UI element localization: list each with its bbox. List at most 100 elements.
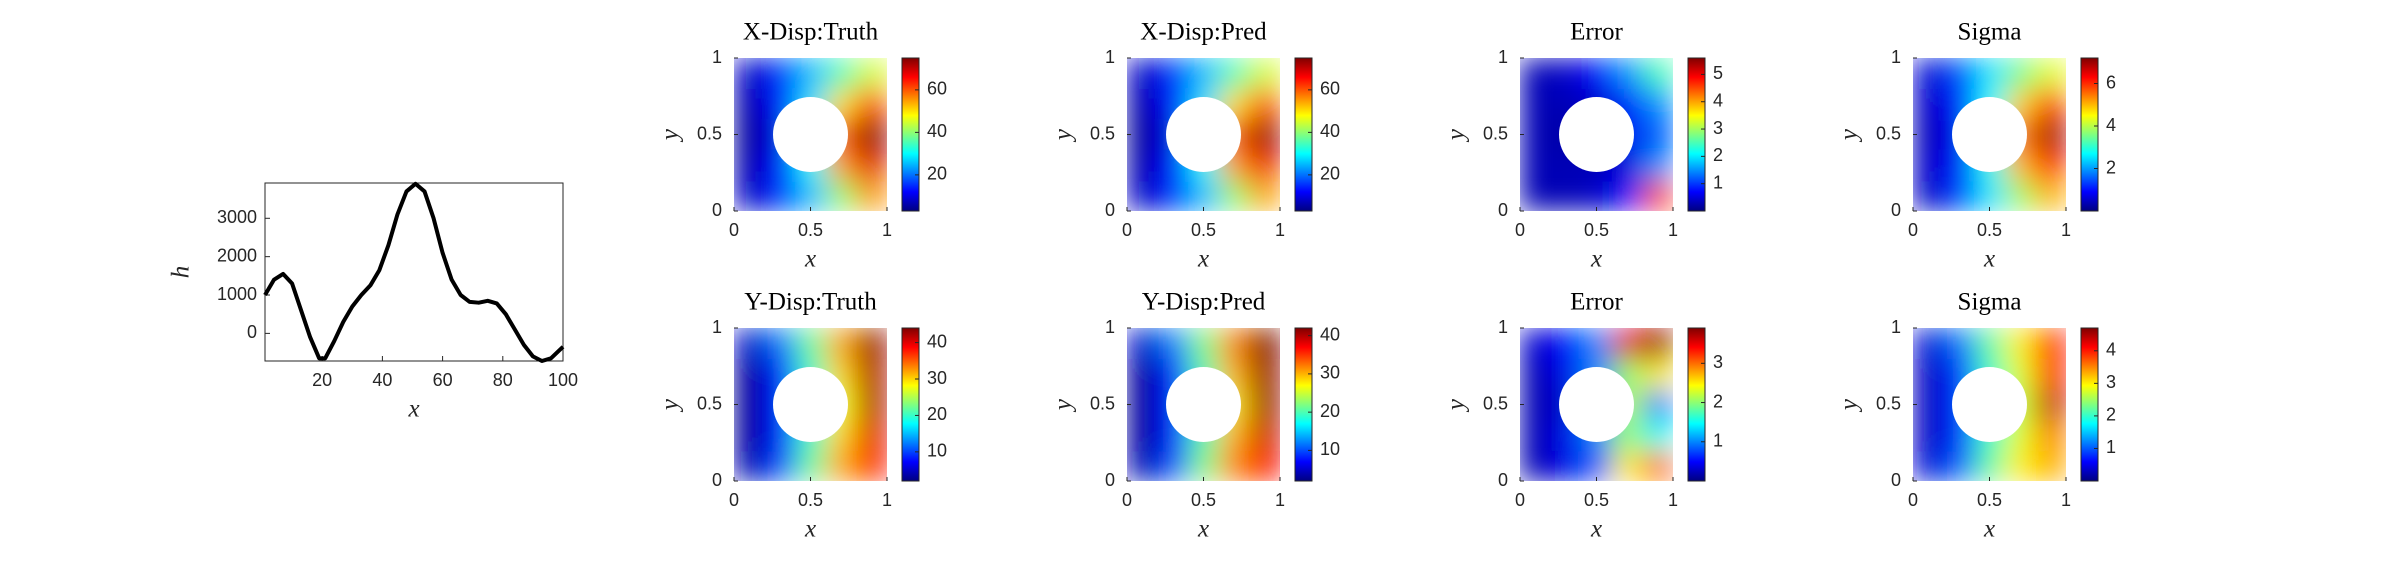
heatmap-cells <box>1520 328 1673 481</box>
heatmap-cell <box>2035 328 2066 360</box>
heatmap-cell <box>1127 180 1159 211</box>
colorbar-tick-label: 40 <box>927 331 947 351</box>
title: Error <box>1570 19 1623 46</box>
heatmap-cell <box>1974 180 2006 211</box>
x-axis-label: x <box>1590 516 1602 543</box>
colorbar-tick-label: 2 <box>1713 391 1723 411</box>
x-tick-label: 1 <box>882 220 892 240</box>
colorbar-tick-label: 1 <box>1713 431 1723 451</box>
heatmap-cell <box>856 358 887 390</box>
heatmap-cell <box>795 180 827 211</box>
x-axis-label: x <box>1590 246 1602 273</box>
heatmap-cell <box>1249 180 1280 211</box>
heatmap-cell <box>825 450 857 481</box>
y-tick-label: 1 <box>1105 47 1115 67</box>
y-tick-label: 0 <box>1498 200 1508 220</box>
colorbar-tick-label: 30 <box>1320 363 1340 383</box>
heatmap-cell <box>2004 328 2036 360</box>
x-tick-label: 0 <box>1908 490 1918 510</box>
colorbar-tick-label: 2 <box>2106 405 2116 425</box>
heatmap-cell <box>1642 450 1673 481</box>
heatmap-cell <box>1218 450 1250 481</box>
heatmap-cell <box>1127 88 1159 120</box>
heatmap-cell <box>856 450 887 481</box>
y-tick-label: 1 <box>712 317 722 337</box>
heatmap-cell <box>1943 328 1975 360</box>
heatmap-cell <box>2035 149 2066 181</box>
hole <box>1559 367 1634 442</box>
x-tick-label: 0 <box>729 220 739 240</box>
heatmap-cell <box>1218 180 1250 211</box>
heatmap-cell <box>1127 358 1159 390</box>
heatmap-cell <box>1249 58 1280 90</box>
x-tick-label: 0 <box>1515 490 1525 510</box>
title: Sigma <box>1958 19 2022 46</box>
heatmap-cell <box>856 149 887 181</box>
x-tick-label: 1 <box>1668 220 1678 240</box>
colorbar <box>901 327 920 482</box>
heatmap-cell <box>1520 419 1552 451</box>
y-tick-label: 0.5 <box>1876 123 1901 143</box>
heatmap-cell <box>1642 119 1673 151</box>
x-axis-label: x <box>1197 516 1209 543</box>
title: X-Disp:Pred <box>1140 19 1267 46</box>
heatmap-cell <box>1249 389 1280 421</box>
y-tick-label: 0 <box>1891 470 1901 490</box>
heatmap-cell <box>1249 149 1280 181</box>
heatmap-cell <box>1249 119 1280 151</box>
heatmap-cell <box>1188 450 1220 481</box>
heatmap-cell <box>1550 450 1582 481</box>
y-tick-label: 0 <box>1105 470 1115 490</box>
x-axis-label: x <box>407 396 419 423</box>
colorbar-tick-label: 2 <box>1713 145 1723 165</box>
heatmap-cell <box>1913 328 1945 360</box>
heatmap-cell <box>856 58 887 90</box>
heatmap-cell <box>1249 419 1280 451</box>
x-tick-label: 0 <box>1122 220 1132 240</box>
colorbar-tick-label: 3 <box>2106 372 2116 392</box>
y-axis-label: y <box>1050 128 1077 143</box>
heatmap-cell <box>734 88 766 120</box>
heatmap-cell <box>1127 119 1159 151</box>
heatmap-cell <box>825 58 857 90</box>
colorbar <box>2080 57 2099 212</box>
colorbar-tick-label: 2 <box>2106 157 2116 177</box>
heatmap-cell <box>1249 358 1280 390</box>
heatmap-cell <box>2035 450 2066 481</box>
y-axis-label: y <box>1836 128 1863 143</box>
heatmap-cell <box>1913 58 1945 90</box>
y-tick-label: 0.5 <box>1483 123 1508 143</box>
colorbar-tick-label: 3 <box>1713 118 1723 138</box>
heatmap-cell <box>1943 450 1975 481</box>
heatmap-cell <box>1218 58 1250 90</box>
y-tick-label: 0.5 <box>1090 123 1115 143</box>
heatmap-cell <box>1520 180 1552 211</box>
heatmap-cell <box>1943 180 1975 211</box>
heatmap-cell <box>1581 328 1613 360</box>
heatmap-cell <box>1157 328 1189 360</box>
heatmap-cell <box>734 180 766 211</box>
heatmap-cell <box>1611 58 1643 90</box>
heatmap-cell <box>734 450 766 481</box>
x-axis-label: x <box>804 246 816 273</box>
heatmap-cell <box>2035 58 2066 90</box>
x-tick-label: 100 <box>548 370 578 390</box>
colorbar-tick-label: 1 <box>2106 437 2116 457</box>
heatmap-cell <box>734 389 766 421</box>
y-tick-label: 0 <box>712 200 722 220</box>
heatmap-cell <box>1157 180 1189 211</box>
heatmap-cell <box>1127 419 1159 451</box>
hole <box>773 367 848 442</box>
colorbar-tick-label: 20 <box>927 404 947 424</box>
heatmap-cell <box>2004 450 2036 481</box>
colorbar-tick-label: 30 <box>927 368 947 388</box>
heatmap-cell <box>1913 180 1945 211</box>
x-axis-label: x <box>804 516 816 543</box>
title: X-Disp:Truth <box>743 19 879 46</box>
heatmap-cell <box>764 58 796 90</box>
y-axis-label: h <box>168 266 195 279</box>
x-tick-label: 20 <box>312 370 332 390</box>
hole <box>1166 367 1241 442</box>
colorbar-tick-label: 40 <box>927 121 947 141</box>
heatmap-cell <box>856 88 887 120</box>
